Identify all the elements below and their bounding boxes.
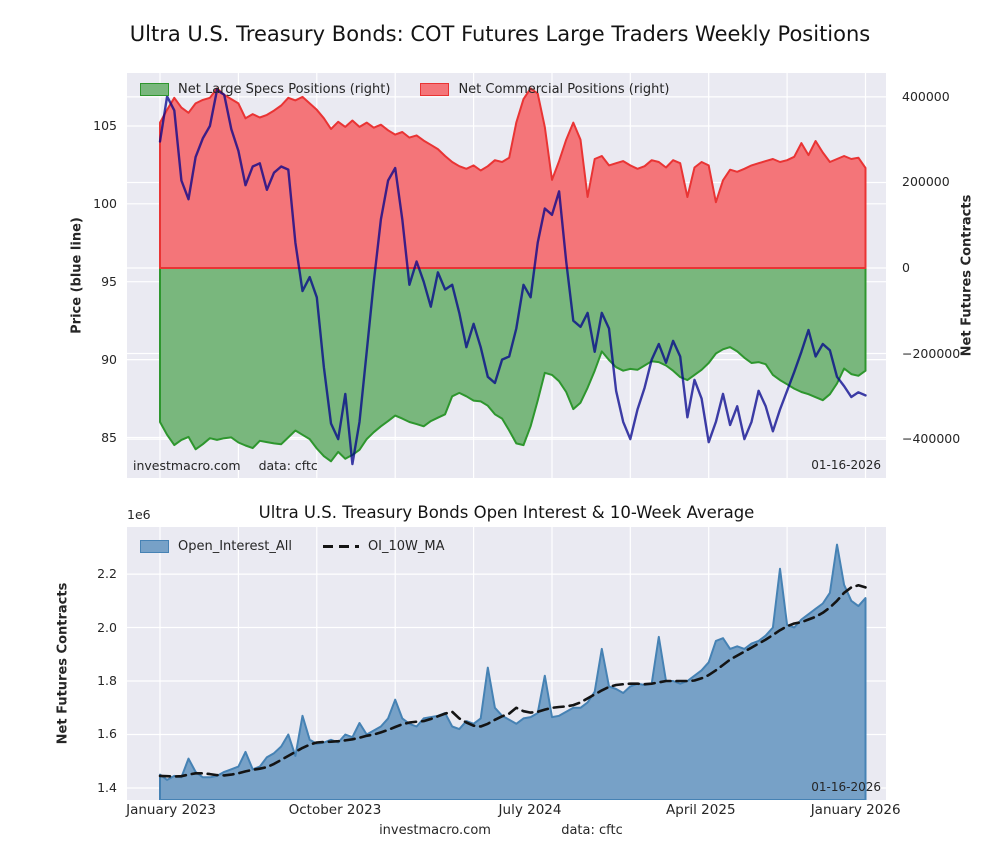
top-watermark: investmacro.com data: cftc: [133, 458, 318, 473]
open-interest-legend-label: Open_Interest_All: [178, 539, 292, 554]
price-positions-canvas: [127, 73, 886, 478]
top-right-tick-label: 0: [902, 260, 910, 276]
bottom-chart-title: Ultra U.S. Treasury Bonds Open Interest …: [258, 503, 755, 522]
bottom-legend: Open_Interest_All OI_10W_MA: [140, 539, 445, 554]
x-tick-label: January 2026: [810, 802, 901, 818]
commercials-legend-label: Net Commercial Positions (right): [458, 82, 670, 97]
top-left-tick-label: 95: [101, 273, 117, 289]
bottom-left-tick-label: 1.6: [97, 726, 117, 742]
source-text: data: cftc: [258, 458, 318, 473]
top-left-tick-label: 90: [101, 351, 117, 367]
footer-watermark: investmacro.com: [379, 823, 491, 838]
top-left-tick-label: 85: [101, 429, 117, 445]
open-interest-legend-swatch: [140, 540, 169, 553]
bottom-left-tick-label: 2.2: [97, 566, 117, 582]
x-tick-label: April 2025: [666, 802, 736, 818]
x-tick-label: October 2023: [288, 802, 382, 818]
bottom-left-tick-label: 2.0: [97, 619, 117, 635]
specs-legend-swatch: [140, 83, 169, 96]
figure-title: Ultra U.S. Treasury Bonds: COT Futures L…: [129, 22, 871, 46]
top-right-tick-label: −200000: [902, 345, 961, 361]
top-right-tick-label: 400000: [902, 88, 950, 104]
watermark-text: investmacro.com: [133, 458, 241, 473]
open-interest-chart: Open_Interest_All OI_10W_MA 01-16-2026: [127, 527, 886, 800]
top-right-tick-label: −400000: [902, 431, 961, 447]
commercials-legend-swatch: [420, 83, 450, 96]
y-axis-offset-label: 1e6: [127, 507, 151, 522]
bottom-date-label: 01-16-2026: [811, 780, 881, 794]
top-right-tick-label: 200000: [902, 174, 950, 190]
bottom-left-tick-label: 1.8: [97, 673, 117, 688]
top-date-label: 01-16-2026: [811, 458, 881, 472]
price-positions-chart: Net Large Specs Positions (right) Net Co…: [127, 73, 886, 478]
top-left-tick-label: 100: [93, 195, 117, 211]
x-tick-label: January 2023: [126, 802, 216, 818]
ma-legend-dash-sample: [322, 545, 359, 548]
open-interest-canvas: [127, 527, 886, 800]
bottom-left-tick-label: 1.4: [97, 779, 117, 795]
top-right-axis-label: Net Futures Contracts: [959, 194, 975, 357]
ma-legend-label: OI_10W_MA: [367, 539, 445, 554]
top-left-tick-label: 105: [93, 117, 117, 133]
specs-legend-label: Net Large Specs Positions (right): [178, 82, 391, 97]
top-legend: Net Large Specs Positions (right) Net Co…: [140, 82, 669, 97]
footer-source: data: cftc: [561, 823, 623, 838]
x-tick-label: July 2024: [498, 802, 562, 818]
